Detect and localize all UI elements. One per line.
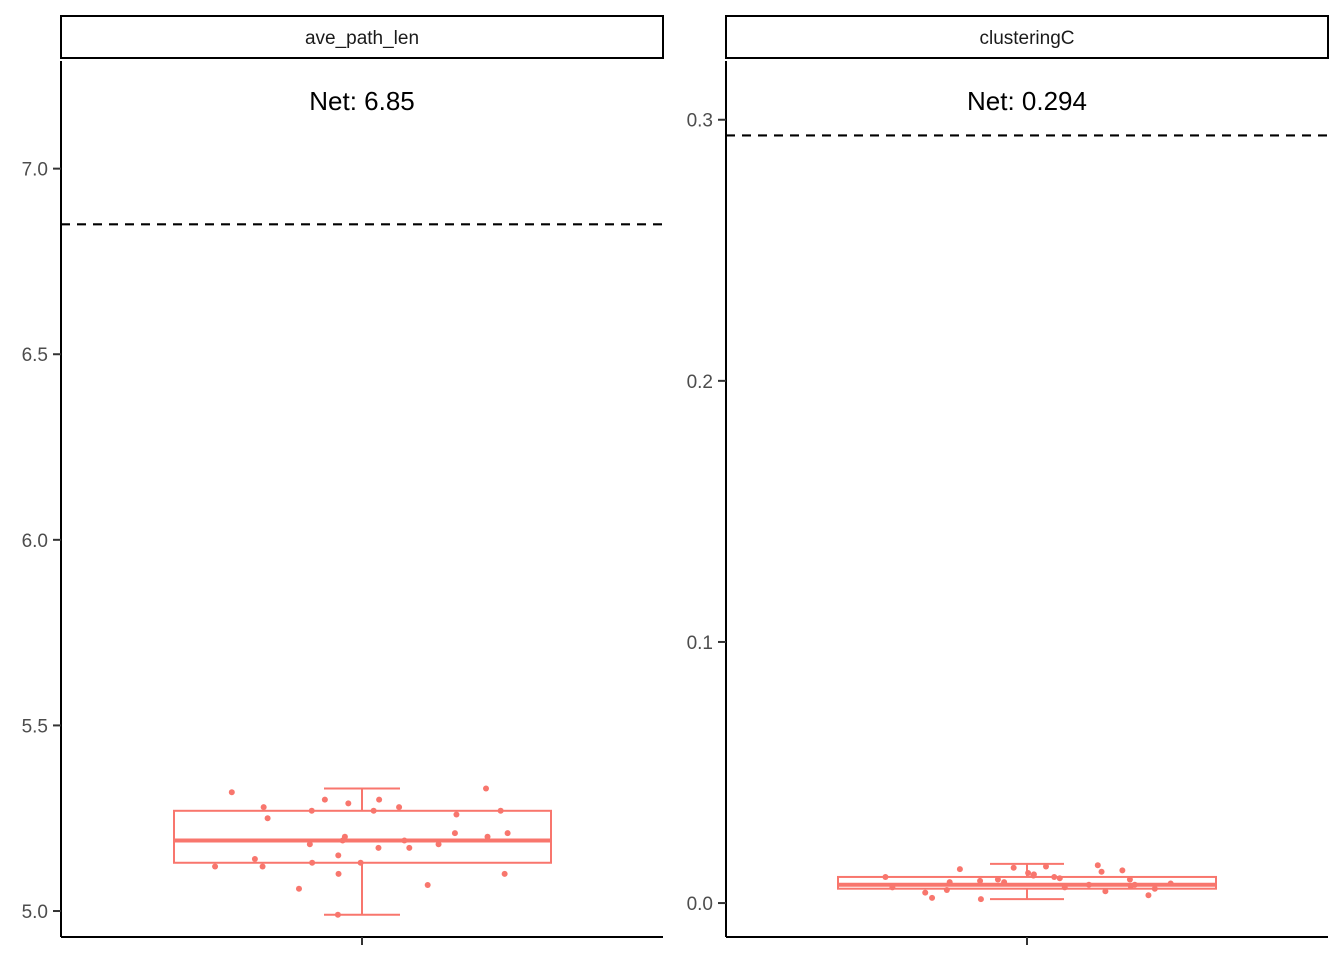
data-point — [424, 882, 431, 889]
data-point — [335, 870, 342, 877]
data-point — [504, 830, 511, 837]
data-point — [1151, 885, 1158, 892]
y-tick-label: 0.2 — [687, 372, 713, 393]
box-iqr — [173, 809, 552, 864]
data-point — [1030, 872, 1037, 879]
data-point — [321, 796, 328, 803]
panel-clusteringC: clusteringC 0.0 0.1 0.2 0.3 Net: 0.294 — [687, 15, 1329, 945]
data-point — [264, 815, 271, 822]
data-point — [335, 852, 342, 859]
data-point — [943, 887, 950, 894]
data-point — [946, 879, 953, 886]
data-point — [1119, 867, 1126, 874]
y-tick-label: 5.0 — [22, 902, 48, 923]
data-point — [1025, 870, 1032, 877]
data-point — [1010, 864, 1017, 871]
data-point — [977, 877, 984, 884]
data-point — [1094, 862, 1101, 869]
data-point — [1127, 883, 1134, 890]
data-point — [922, 889, 929, 896]
data-point — [453, 811, 460, 818]
net-annotation: Net: 0.294 — [967, 86, 1087, 116]
data-point — [345, 800, 352, 807]
data-point — [308, 807, 315, 814]
panel-ave_path_len: ave_path_len 5.0 5.5 6.0 6.5 7.0 Net: 6.85 — [22, 15, 664, 945]
y-tick-label: 7.0 — [22, 160, 48, 181]
data-point — [376, 796, 383, 803]
data-point — [451, 830, 458, 837]
facet-strip — [725, 15, 1329, 59]
data-point — [396, 804, 403, 811]
data-point — [259, 863, 266, 870]
data-point — [1051, 873, 1058, 880]
data-point — [435, 841, 442, 848]
data-point — [1085, 881, 1092, 888]
data-point — [306, 841, 313, 848]
data-point — [1098, 868, 1105, 875]
facet-strip-label: ave_path_len — [305, 28, 419, 49]
y-tick-label: 5.5 — [22, 716, 48, 737]
data-point — [295, 885, 302, 892]
facet-strip — [60, 15, 664, 59]
data-point — [929, 894, 936, 901]
y-tick-label: 6.5 — [22, 345, 48, 366]
data-point — [1056, 875, 1063, 882]
data-point — [497, 807, 504, 814]
y-tick-label: 0.0 — [687, 894, 713, 915]
net-annotation: Net: 6.85 — [309, 86, 415, 116]
data-point — [1042, 863, 1049, 870]
data-point — [501, 870, 508, 877]
data-point — [484, 833, 491, 840]
y-tick-label: 0.1 — [687, 633, 713, 654]
data-point — [401, 837, 408, 844]
data-point — [1167, 880, 1174, 887]
data-point — [483, 785, 490, 792]
data-point — [357, 859, 364, 866]
data-point — [375, 844, 382, 851]
data-point — [1001, 879, 1008, 886]
data-point — [334, 911, 341, 918]
data-point — [1102, 888, 1109, 895]
data-point — [956, 866, 963, 873]
data-point — [994, 876, 1001, 883]
y-tick-label: 6.0 — [22, 531, 48, 552]
data-point — [260, 804, 267, 811]
data-point — [1061, 884, 1068, 891]
data-point — [977, 896, 984, 903]
data-point — [370, 807, 377, 814]
data-point — [882, 873, 889, 880]
data-point — [228, 789, 235, 796]
data-point — [309, 859, 316, 866]
data-point — [1145, 892, 1152, 899]
data-point — [212, 863, 219, 870]
data-point — [406, 844, 413, 851]
facet-strip-label: clusteringC — [979, 28, 1074, 49]
y-tick-label: 0.3 — [687, 111, 713, 132]
data-point — [339, 837, 346, 844]
data-point — [1126, 876, 1133, 883]
data-point — [889, 884, 896, 891]
data-point — [251, 856, 258, 863]
